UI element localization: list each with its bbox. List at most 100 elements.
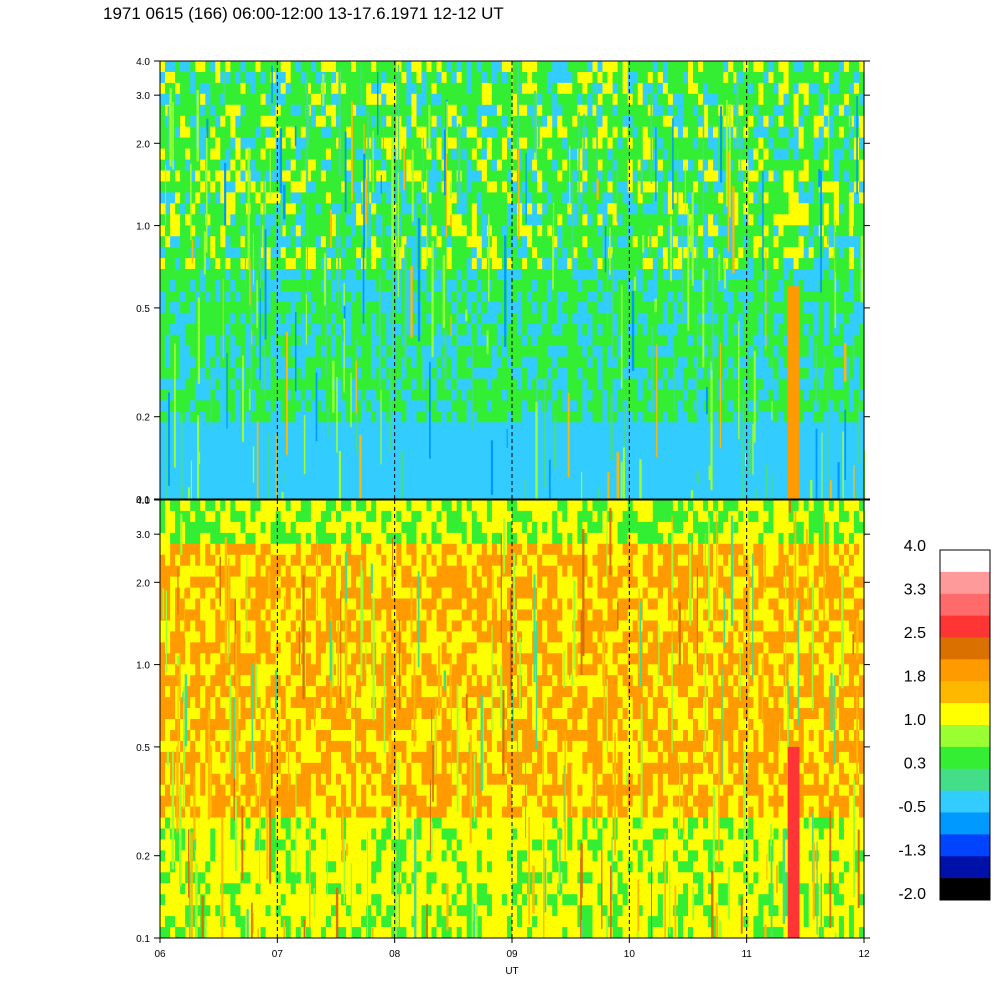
heatmap-cell (778, 422, 785, 434)
heatmap-cell (250, 72, 257, 84)
heatmap-cell (481, 61, 488, 73)
heatmap-cell (160, 356, 166, 369)
heatmap-cell (486, 126, 493, 139)
heatmap-cell (602, 72, 609, 84)
heatmap-cell (295, 192, 302, 204)
heatmap-cell (391, 280, 397, 292)
heatmap-cell (567, 291, 573, 303)
heatmap-cell (235, 378, 241, 391)
heatmap-cell (175, 312, 181, 325)
heatmap-cell (592, 126, 599, 139)
heatmap-cell (738, 312, 744, 325)
heatmap-cell (647, 345, 654, 358)
heatmap-cell (833, 93, 840, 106)
heatmap-cell (160, 389, 166, 401)
heatmap-cell (818, 400, 825, 412)
heatmap-cell (331, 214, 337, 226)
heatmap-cell (426, 312, 433, 325)
heatmap-cell (401, 367, 407, 380)
heatmap-cell (562, 225, 568, 237)
heatmap-cell (361, 345, 367, 358)
heatmap-cell (310, 356, 317, 369)
heatmap-cell (698, 137, 704, 150)
heatmap-cell (280, 247, 287, 259)
heatmap-cell (602, 82, 609, 95)
heatmap-cell (703, 280, 709, 292)
heatmap-cell (677, 323, 684, 336)
heatmap-cell (190, 148, 196, 161)
heatmap-cell (250, 422, 257, 434)
heatmap-cell (300, 203, 307, 215)
heatmap-cell (507, 389, 513, 401)
heatmap-cell (627, 159, 634, 172)
heatmap-cell (310, 312, 317, 325)
heatmap-cell (522, 312, 528, 325)
heatmap-cell (255, 181, 262, 193)
heatmap-cell (818, 323, 825, 336)
heatmap-cell (693, 258, 699, 270)
heatmap-cell (803, 247, 810, 259)
heatmap-cell (642, 367, 649, 380)
heatmap-cell (436, 236, 443, 248)
heatmap-cell (542, 291, 548, 303)
heatmap-cell (396, 214, 402, 226)
heatmap-cell (627, 367, 634, 380)
heatmap-cell (185, 82, 191, 95)
heatmap-cell (300, 225, 307, 237)
heatmap-cell (783, 356, 790, 369)
heatmap-cell (346, 236, 352, 248)
heatmap-cell (672, 433, 679, 445)
heatmap-cell (662, 258, 669, 270)
heatmap-cell (175, 170, 181, 182)
heatmap-cell (688, 170, 694, 182)
heatmap-cell (753, 104, 759, 117)
heatmap-cell (356, 82, 362, 95)
heatmap-cell (708, 269, 714, 281)
heatmap-cell (255, 301, 262, 314)
heatmap-cell (728, 247, 734, 259)
heatmap-cell (617, 367, 624, 380)
heatmap-cell (160, 291, 166, 303)
heatmap-cell (180, 356, 186, 369)
heatmap-cell (798, 159, 805, 172)
heatmap-cell (270, 137, 277, 150)
heatmap-cell (391, 334, 397, 347)
heatmap-cell (843, 323, 850, 336)
heatmap-cell (310, 82, 317, 95)
heatmap-cell (798, 422, 805, 434)
heatmap-cell (567, 280, 573, 292)
heatmap-cell (647, 411, 654, 423)
heatmap-cell (501, 345, 508, 358)
heatmap-cell (421, 126, 428, 139)
heatmap-cell (170, 400, 176, 412)
heatmap-cell (733, 280, 739, 292)
heatmap-cell (512, 72, 518, 84)
heatmap-cell (255, 72, 262, 84)
heatmap-cell (823, 345, 830, 358)
heatmap-cell (386, 236, 392, 248)
heatmap-cell (486, 203, 493, 215)
heatmap-cell (818, 148, 825, 161)
heatmap-cell (275, 280, 282, 292)
heatmap-cell (557, 148, 563, 161)
heatmap-cell (386, 82, 392, 95)
heatmap-cell (677, 225, 684, 237)
heatmap-cell (185, 258, 191, 270)
heatmap-cell (381, 214, 387, 226)
heatmap-cell (325, 214, 332, 226)
heatmap-cell (758, 411, 764, 423)
heatmap-cell (688, 181, 694, 193)
heatmap-cell (708, 148, 714, 161)
heatmap-cell (446, 236, 453, 248)
heatmap-cell (627, 269, 634, 281)
heatmap-cell (466, 291, 473, 303)
heatmap-cell (346, 72, 352, 84)
heatmap-cell (552, 378, 558, 391)
heatmap-cell (627, 181, 634, 193)
heatmap-cell (597, 115, 604, 128)
heatmap-cell (205, 181, 211, 193)
heatmap-cell (507, 411, 513, 423)
heatmap-cell (642, 356, 649, 369)
heatmap-cell (320, 280, 327, 292)
heatmap-cell (612, 148, 619, 161)
